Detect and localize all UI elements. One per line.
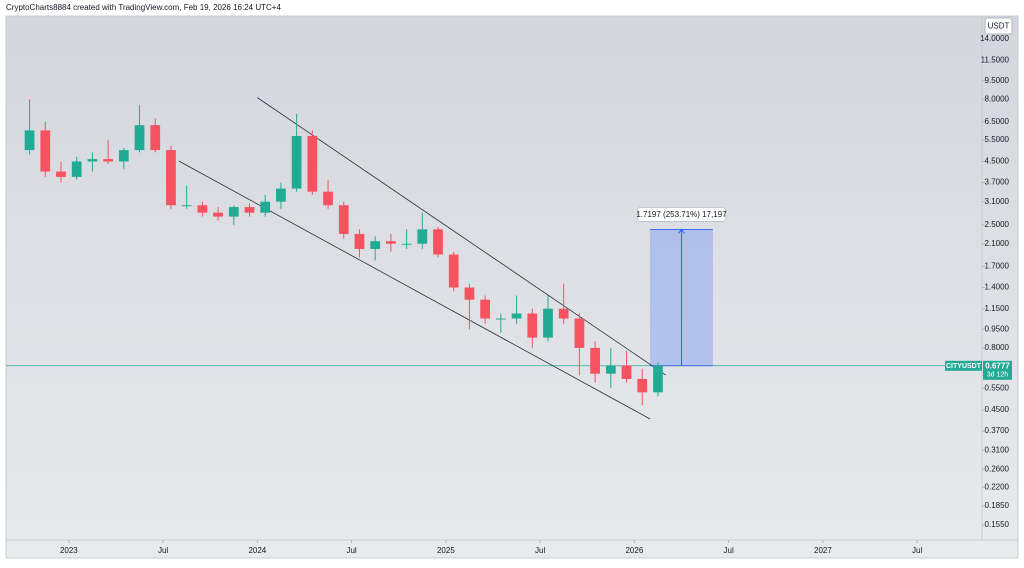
y-tick-label: 2.1000 (985, 239, 1010, 248)
candle-body (103, 159, 113, 162)
candle-body (527, 313, 538, 338)
y-tick-label: 11.5000 (981, 55, 1010, 64)
candle-body (260, 201, 271, 213)
y-tick-label: 0.3700 (985, 426, 1010, 435)
candle-body (354, 233, 365, 249)
candle-body (244, 207, 255, 213)
y-tick-label: 1.7000 (985, 262, 1010, 271)
price-tag (983, 360, 1012, 380)
symbol-tag (945, 360, 982, 371)
currency: USDT (988, 22, 1010, 31)
measure-label: 1.7197 (253.71%) 17,197 (636, 210, 727, 219)
y-tick-label: 2.5000 (985, 220, 1010, 229)
candle-body (543, 308, 553, 338)
candle-body (558, 308, 569, 319)
candle-body (433, 229, 443, 255)
y-tick-label: 0.5500 (985, 383, 1010, 392)
y-tick-label: 1.1500 (985, 304, 1010, 313)
y-tick-label: 14.0000 (980, 34, 1009, 43)
candle-body (574, 318, 585, 348)
candle-body (197, 205, 208, 213)
y-tick-label: 3.7000 (985, 178, 1010, 187)
candle-body (291, 135, 302, 189)
candle-body (448, 254, 459, 288)
candle-body (134, 125, 145, 151)
candle-body (464, 287, 475, 300)
chart-background (5, 15, 1019, 559)
currency-box[interactable] (984, 17, 1013, 35)
x-tick-label: Jul (158, 546, 168, 555)
symbol-tag-text: CITYUSDT (946, 363, 982, 370)
candle-body (276, 188, 286, 202)
candle-body (307, 135, 318, 192)
y-tick-label: 0.9500 (985, 324, 1010, 333)
y-tick-label: 0.3100 (985, 445, 1010, 454)
y-tick-label: 5.5000 (985, 135, 1010, 144)
candle-body (590, 347, 600, 374)
candle-body (480, 299, 491, 319)
candle-body (605, 365, 616, 374)
candle-body (56, 171, 66, 177)
x-tick-label: 2023 (60, 546, 78, 555)
y-tick-label: 0.2200 (985, 482, 1010, 491)
candle-body (87, 159, 98, 162)
candle-body (417, 229, 428, 244)
y-tick-label: 8.0000 (985, 94, 1010, 103)
y-tick-label: 9.5000 (985, 76, 1010, 85)
candle-body (370, 241, 381, 249)
trendline (257, 97, 667, 376)
candle-body (401, 243, 412, 245)
candle-body (511, 313, 522, 319)
y-tick-label: 6.5000 (985, 117, 1010, 126)
x-tick-label: Jul (535, 546, 545, 555)
x-tick-label: Jul (912, 546, 922, 555)
candle-body (637, 378, 648, 393)
candle-body (40, 130, 51, 172)
candle-body (24, 130, 35, 151)
header: CryptoCharts8884 created with TradingVie… (6, 3, 281, 12)
candle-body (150, 125, 161, 151)
y-tick-label: 0.2600 (985, 464, 1010, 473)
trendline (178, 160, 651, 420)
y-tick-label: 0.1550 (985, 520, 1010, 529)
candle-body (338, 205, 349, 234)
candle-body (386, 241, 396, 244)
candle-body (118, 150, 129, 162)
candle-body (166, 150, 176, 206)
x-tick-label: 2024 (248, 546, 266, 555)
candle-body (71, 161, 82, 177)
y-tick-label: 4.5000 (985, 157, 1010, 166)
x-tick-label: Jul (724, 546, 734, 555)
y-tick-label: 0.8000 (985, 343, 1010, 352)
x-tick-label: 2027 (814, 546, 832, 555)
candle-body (213, 212, 223, 217)
y-tick-label: 1.4000 (985, 283, 1010, 292)
x-tick-label: Jul (346, 546, 356, 555)
candle-body (228, 207, 239, 217)
y-tick-label: 0.1850 (985, 501, 1010, 510)
measure-label-box (637, 207, 726, 222)
y-tick-label: 0.4500 (985, 405, 1010, 414)
candle-body (621, 365, 632, 379)
candle-body (495, 318, 506, 320)
price-tag-text: 0.6777 (985, 361, 1010, 370)
candle-body (653, 365, 663, 393)
candle-body (181, 205, 192, 207)
x-tick-label: 2025 (437, 546, 455, 555)
candle-body (323, 191, 333, 206)
countdown-text: 3d 12h (987, 372, 1009, 379)
y-tick-label: 3.1000 (985, 197, 1010, 206)
x-tick-label: 2026 (625, 546, 643, 555)
